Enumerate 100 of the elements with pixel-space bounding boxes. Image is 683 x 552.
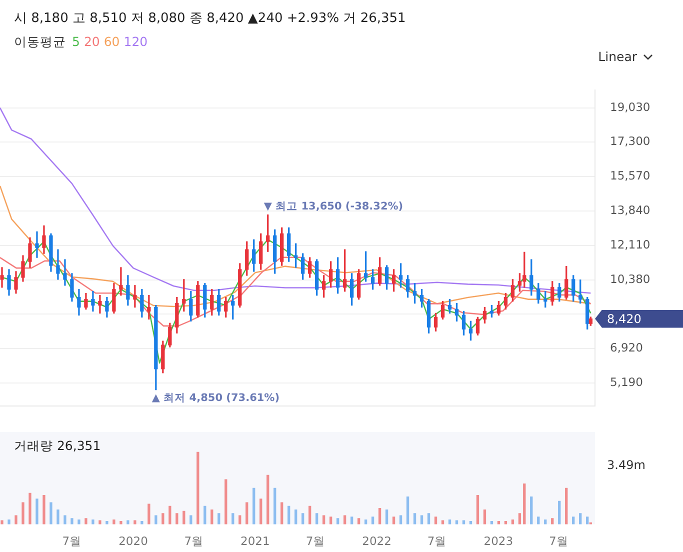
y-tick-label: 5,190 [610,375,643,390]
bar [78,520,80,524]
bar [558,500,561,524]
text: 20 [84,34,100,49]
x-tick-label: 7월 [184,534,204,548]
bar [530,496,533,524]
bar [280,502,284,524]
bar [238,515,242,524]
bar [210,509,214,524]
bar [64,515,66,524]
bar [518,513,522,524]
bar [288,506,290,524]
x-tick-label: 2020 [118,534,148,548]
bar [182,510,186,524]
bar [350,516,354,524]
text: 3.49m [607,458,646,472]
x-tick-label: 7월 [62,534,82,548]
bar [434,516,438,524]
bar [112,520,116,524]
bar [420,515,424,524]
y-tick-label: 13,840 [610,202,650,217]
bar [0,520,4,524]
bar [399,515,402,524]
bar [448,520,452,524]
x-tick-label: 7월 [306,534,326,548]
bar [190,515,192,524]
bar [385,509,388,524]
bar [14,515,18,524]
x-tick-label: 2021 [240,534,270,548]
bar [204,506,206,524]
bar [413,513,416,524]
bar [378,508,382,524]
bar [483,509,486,524]
bar [308,506,312,524]
bar [260,498,262,524]
bar [343,515,346,524]
bar [364,520,368,524]
bar [120,520,122,524]
bar [371,516,374,524]
bar [56,509,60,524]
text: 8,420 [595,310,683,328]
text: Linear [598,49,637,64]
bar [148,504,150,524]
annotation: ▼ 최고 13,650 (-38.32%) [264,200,404,212]
bar [315,513,318,524]
bar [162,513,164,524]
annotation: ▲ 최저 4,850 (73.61%) [152,392,280,404]
y-tick-label: 19,030 [610,100,650,114]
bar [302,513,304,524]
chart-title: 거래량 26,351 [14,438,101,455]
bar [406,496,410,524]
bar [252,488,256,524]
bar [476,495,480,524]
bar [168,506,172,524]
x-tick-label: 7월 [549,534,568,548]
bar [126,520,130,524]
bar [586,516,589,524]
bar [42,495,46,524]
bar [218,513,220,524]
x-tick-label: 2023 [484,534,514,548]
bar [50,502,52,524]
bar [544,520,547,524]
x-tick-label: 7월 [427,534,447,548]
bar [196,452,200,524]
text: 5 [72,34,80,49]
bar [8,520,10,524]
bar [336,518,340,524]
y-tick-label: 12,110 [610,237,650,252]
chart-subtitle: 시 8,180 고 8,510 저 8,080 종 8,420 ▲240 +2.93% 거 26,351 [14,10,406,27]
x-tick-label: 2022 [362,534,392,548]
bar [427,513,430,524]
bar [579,513,582,524]
y-tick-label: 15,570 [610,168,650,183]
bar [106,520,108,524]
bar [392,516,396,524]
bar [84,518,88,524]
bar [294,509,298,524]
bar [572,516,575,524]
y-tick-label: 17,300 [610,134,650,148]
bar [140,520,144,524]
bar [22,502,24,524]
bar [322,515,326,524]
bar [246,502,248,524]
y-tick-label: 6,920 [610,340,643,355]
text: 120 [124,34,148,49]
bar [70,518,74,524]
bar [274,488,276,524]
bar [224,479,228,524]
legend-title: 이동평균 [14,34,66,49]
bar [134,520,136,524]
bar [92,520,94,524]
bar [357,518,360,524]
bar [511,520,514,524]
y-tick-label: 10,380 [610,272,650,286]
bar [232,513,234,524]
bar [266,474,270,524]
bar [537,516,540,524]
bar [329,516,332,524]
bar [176,513,178,524]
bar [565,488,568,524]
